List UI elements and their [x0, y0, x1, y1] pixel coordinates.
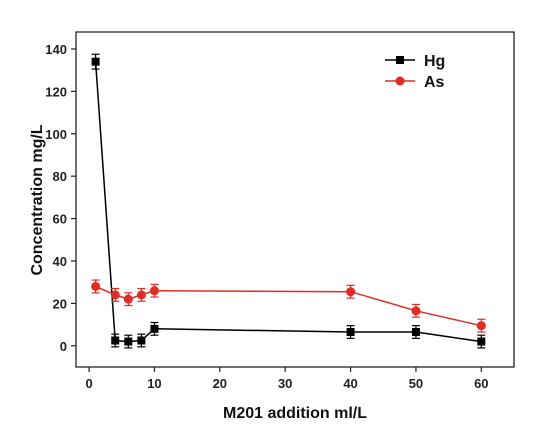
data-point-hg	[124, 337, 133, 346]
data-point-as	[110, 290, 120, 300]
data-point-as	[91, 281, 101, 291]
x-tick-label: 30	[278, 376, 292, 391]
x-tick-label: 0	[85, 376, 92, 391]
y-tick-label: 140	[45, 42, 67, 57]
y-tick-label: 80	[53, 169, 67, 184]
series-line-hg	[94, 61, 482, 343]
data-point-hg	[411, 328, 420, 337]
data-point-hg	[150, 324, 159, 333]
y-tick-label: 100	[45, 127, 67, 142]
y-tick-label: 40	[53, 254, 67, 269]
data-point-as	[476, 321, 486, 331]
data-point-as	[346, 287, 356, 297]
x-tick-label: 20	[213, 376, 227, 391]
legend-marker-as	[395, 76, 405, 86]
data-point-as	[149, 286, 159, 296]
series-layer	[91, 53, 486, 349]
x-axis-title: M201 addition ml/L	[223, 405, 367, 422]
y-axis-title: Concentration mg/L	[29, 124, 46, 275]
legend: Hg As	[385, 53, 445, 91]
legend-marker-hg	[396, 56, 404, 64]
data-point-as	[411, 306, 421, 316]
x-tick-label: 10	[147, 376, 161, 391]
data-point-hg	[137, 336, 146, 345]
x-axis: 0 10 20 30 40 50 60	[85, 367, 489, 391]
legend-label-hg: Hg	[424, 53, 445, 70]
plot-frame	[75, 31, 515, 368]
x-tick-label: 40	[343, 376, 357, 391]
y-tick-label: 120	[45, 84, 67, 99]
y-axis: 0 20 40 60 80 100 120 140	[45, 42, 76, 354]
data-point-hg	[477, 337, 486, 346]
y-tick-label: 60	[53, 212, 67, 227]
y-tick-label: 0	[60, 339, 67, 354]
data-point-as	[136, 290, 146, 300]
data-point-hg	[91, 57, 100, 66]
x-tick-label: 50	[409, 376, 423, 391]
data-point-as	[123, 294, 133, 304]
x-tick-label: 60	[474, 376, 488, 391]
legend-label-as: As	[424, 74, 445, 91]
y-tick-label: 20	[53, 296, 67, 311]
data-point-hg	[111, 336, 120, 345]
data-point-hg	[346, 328, 355, 337]
